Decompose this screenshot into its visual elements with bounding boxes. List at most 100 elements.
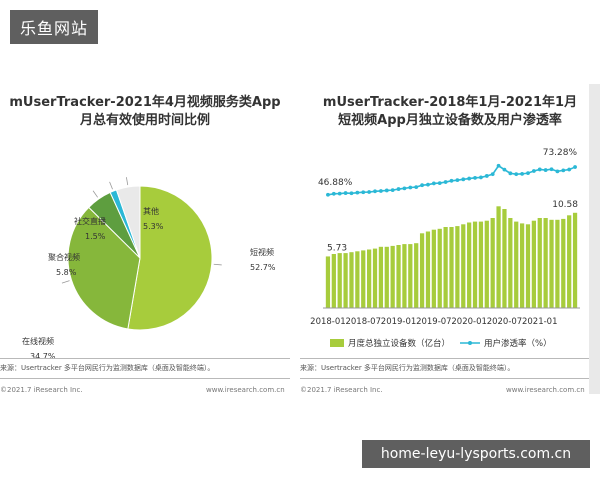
combo-source: 来源：Usertracker 多平台网民行为监测数据库（桌面及智能终端）。	[300, 364, 515, 372]
pie-site[interactable]: www.iresearch.com.cn	[206, 386, 285, 394]
bar	[390, 245, 395, 308]
combo-footer-divider	[300, 358, 589, 359]
line-point	[531, 169, 536, 173]
bar	[437, 228, 442, 308]
bar	[496, 206, 501, 308]
bar	[449, 227, 454, 308]
line-last-label: 73.28%	[543, 148, 578, 158]
combo-site[interactable]: www.iresearch.com.cn	[506, 386, 585, 394]
combo-footer-divider-2	[300, 378, 589, 379]
bar	[419, 233, 425, 308]
bar	[508, 218, 513, 308]
pie-source: 来源：Usertracker 多平台网民行为监测数据库（桌面及智能终端）。	[0, 364, 215, 372]
site-badge[interactable]: 乐鱼网站	[10, 10, 99, 44]
line-point	[555, 169, 560, 174]
line-point	[373, 189, 377, 194]
line-point	[414, 185, 419, 189]
line-point	[378, 189, 383, 193]
pie-slice-value: 5.8%	[56, 268, 77, 277]
line-point	[473, 175, 477, 180]
bar	[484, 220, 489, 308]
bar	[343, 253, 348, 308]
bar	[514, 221, 519, 308]
bar	[384, 246, 389, 308]
combo-copyright: ©2021.7 iResearch Inc.	[300, 386, 383, 394]
line-point	[443, 180, 448, 184]
line-point	[490, 172, 495, 177]
pie-slice-value: 52.7%	[250, 263, 276, 272]
bar	[525, 224, 531, 308]
x-tick-label: 2018-07	[345, 317, 381, 327]
pie-slice-value: 34.7%	[30, 352, 56, 361]
line-first-label: 46.88%	[318, 178, 353, 188]
legend-bar-swatch	[330, 339, 344, 347]
line-point	[567, 167, 572, 172]
x-tick-label: 2020-07	[487, 317, 523, 327]
bar	[519, 223, 525, 308]
line-point	[573, 165, 577, 169]
line-point	[537, 167, 542, 172]
bar	[372, 248, 378, 308]
bar	[425, 231, 431, 308]
pie-title-line2: 月总有效使用时间比例	[79, 113, 210, 128]
pie-copyright: ©2021.7 iResearch Inc.	[0, 386, 83, 394]
line-point	[543, 168, 548, 172]
line-point	[420, 183, 424, 188]
bar	[478, 221, 484, 308]
bar	[472, 221, 478, 308]
line-point	[349, 191, 354, 196]
line-point	[337, 191, 342, 196]
pie-slice-name: 其他	[143, 206, 159, 216]
bar	[549, 219, 554, 308]
line-point	[526, 171, 530, 176]
line-point	[367, 190, 372, 194]
watermark-url[interactable]: home-leyu-lysports.com.cn	[362, 440, 590, 468]
line-point	[549, 167, 554, 172]
line-point	[408, 185, 413, 190]
pie-slice	[67, 206, 141, 330]
line-point	[402, 186, 407, 191]
pie-chart-panel: mUserTracker-2021年4月视频服务类App 月总有效使用时间比例 …	[0, 88, 290, 400]
pie-leader-line	[61, 280, 70, 284]
pie-slice-name: 在线视频	[22, 336, 54, 346]
page-edge	[589, 84, 600, 394]
line-point	[355, 190, 360, 195]
bar	[490, 218, 495, 308]
line-point	[437, 181, 442, 185]
bar	[455, 226, 460, 308]
bar	[414, 243, 419, 308]
line-point	[396, 187, 401, 191]
line-point	[326, 192, 330, 197]
line-point	[455, 178, 460, 183]
bar	[396, 245, 401, 308]
bar	[543, 218, 548, 308]
bar	[561, 218, 566, 308]
bar	[502, 209, 507, 308]
bar	[325, 256, 331, 308]
bar	[572, 212, 578, 308]
line-point	[561, 168, 566, 173]
pie-slice	[127, 185, 213, 331]
pie-leader-line	[109, 181, 113, 190]
line-point	[514, 172, 519, 177]
legend-line-marker	[468, 341, 472, 345]
bar	[361, 250, 366, 308]
pie-chart: 短视频 52.7% 在线视频 34.7% 聚合视频 5.8% 社交直播 1.5% 其他 5.3%	[22, 177, 276, 361]
bar	[402, 244, 407, 308]
bar	[467, 222, 472, 308]
bar	[408, 244, 413, 308]
pie-slice	[115, 185, 141, 259]
line-point	[467, 176, 472, 181]
pie-leader-line	[213, 263, 222, 266]
bar	[337, 253, 342, 308]
combo-title-line1: mUserTracker-2018年1月-2021年1月	[322, 95, 578, 110]
line-point	[502, 167, 507, 172]
pie-slice-name: 社交直播	[74, 216, 106, 226]
pie-footer-divider	[0, 358, 290, 359]
bar	[367, 249, 372, 308]
line-point	[426, 182, 430, 187]
bar	[567, 215, 572, 308]
pie-slice-name: 短视频	[250, 247, 274, 257]
bar	[461, 224, 466, 308]
line-point	[361, 190, 366, 195]
